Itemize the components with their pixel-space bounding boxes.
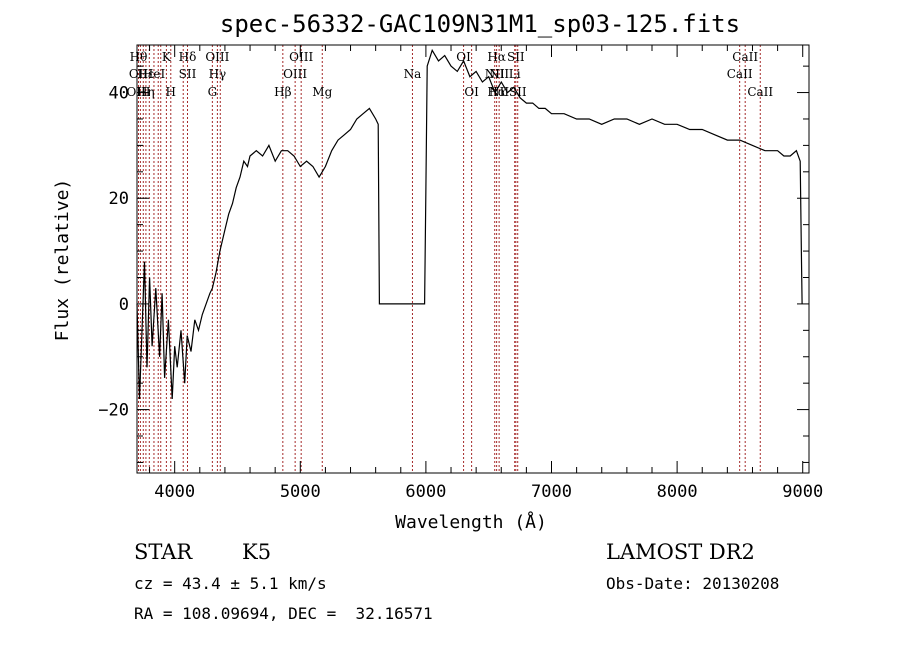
line-label: Li	[509, 67, 521, 81]
spectrum-series	[136, 48, 803, 400]
line-label: CaII	[747, 85, 773, 99]
line-label: Hδ	[179, 50, 197, 64]
line-label: Hβ	[274, 85, 291, 99]
x-axis-title: Wavelength (Å)	[395, 511, 547, 533]
line-label: OIII	[283, 67, 307, 81]
line-label: CaII	[727, 67, 753, 81]
line-label: Hγ	[209, 67, 227, 81]
emission-line-labels: Hθ OII OIII Hε Hη HeI K H Hδ SII G OIII Hγ Hβ OIII OIII…	[126, 50, 773, 99]
survey-name: LAMOST DR2	[606, 540, 755, 564]
y-tick-label: 0	[119, 295, 129, 315]
spectrum-line	[136, 48, 803, 400]
line-label: Hα	[487, 50, 506, 64]
line-label: OI	[456, 50, 471, 64]
x-tick-label: 5000	[280, 482, 321, 502]
x-tick-label: 4000	[154, 482, 195, 502]
y-axis-title: Flux (relative)	[52, 179, 73, 342]
line-label: SII	[507, 50, 525, 64]
line-label: Hη	[137, 85, 155, 99]
line-label: SII	[179, 67, 197, 81]
coordinates: RA = 108.09694, DEC = 32.16571	[134, 604, 433, 623]
x-tick-label: 8000	[657, 482, 698, 502]
line-label: Hα	[487, 85, 506, 99]
line-label: OIII	[205, 50, 229, 64]
y-tick-label: 20	[109, 189, 129, 209]
line-label: K	[162, 50, 172, 64]
axis-ticks: 4000 5000 6000 7000 8000 9000 −20 0 20 40	[98, 45, 823, 502]
line-label: OIII	[126, 85, 150, 99]
line-label: OI	[464, 85, 479, 99]
line-label: NII	[489, 85, 509, 99]
line-label: Hε	[137, 67, 154, 81]
plot-frame	[136, 44, 810, 474]
line-label: OII	[129, 67, 149, 81]
redshift-text: cz = 43.4 ± 5.1 km/s	[134, 574, 327, 593]
line-label: OIII	[289, 50, 313, 64]
line-label: Na	[404, 67, 422, 81]
emission-line-markers	[138, 45, 761, 473]
line-label: HeI	[143, 67, 166, 81]
line-label: NII	[489, 67, 509, 81]
line-label: CaII	[732, 50, 758, 64]
obs-date: Obs-Date: 20130208	[606, 574, 780, 593]
line-label: NII	[485, 67, 505, 81]
x-tick-label: 6000	[405, 482, 446, 502]
line-label: SII	[509, 85, 527, 99]
line-label: H	[166, 85, 176, 99]
line-label: Hθ	[130, 50, 148, 64]
chart-title: spec-56332-GAC109N31M1_sp03-125.fits	[220, 10, 740, 38]
line-label: G	[208, 85, 218, 99]
y-tick-label: 40	[109, 84, 129, 104]
x-tick-label: 9000	[782, 482, 823, 502]
star-subclass: K5	[242, 540, 272, 564]
y-tick-label: −20	[98, 401, 129, 421]
star-class: STAR	[134, 540, 193, 564]
x-tick-label: 7000	[531, 482, 572, 502]
line-label: Mg	[312, 85, 332, 99]
